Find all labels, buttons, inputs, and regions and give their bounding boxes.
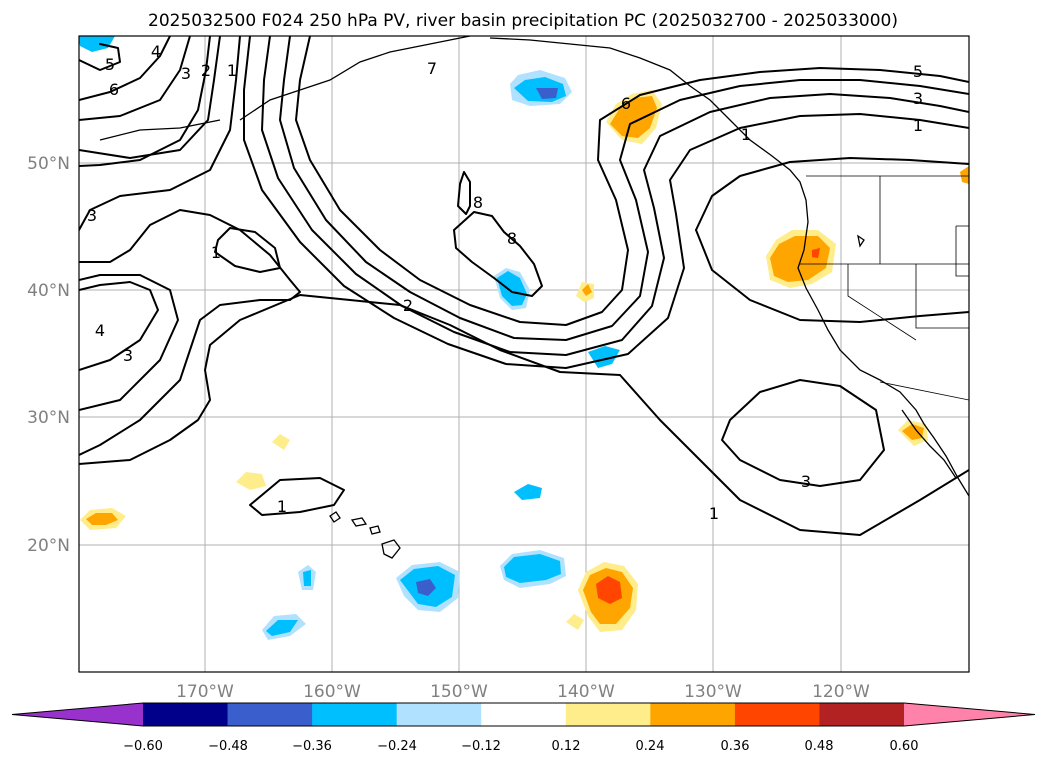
colorbar-segment: [396, 703, 482, 726]
colorbar-tick-label: 0.48: [805, 739, 834, 754]
colorbar-extend-low: [12, 703, 143, 726]
colorbar-segment: [481, 703, 567, 726]
lon-label: 140°W: [557, 682, 615, 702]
precip-neg-patch: [536, 88, 558, 99]
contour-label: 8: [507, 229, 517, 248]
contour-label: 6: [109, 80, 119, 99]
precip-pos-patch: [812, 248, 820, 258]
colorbar-segment: [734, 703, 820, 726]
precip-neg-patch: [303, 570, 311, 586]
lon-label: 150°W: [430, 682, 488, 702]
lat-label: 50°N: [27, 154, 70, 174]
contour-label: 6: [621, 94, 631, 113]
colorbar-segment: [143, 703, 229, 726]
precip-shading: [79, 36, 969, 640]
contour-label: 1: [277, 497, 287, 516]
colorbar-segment: [650, 703, 736, 726]
colorbar-tick-label: −0.12: [461, 739, 501, 754]
colorbar-tick-label: 0.12: [552, 739, 581, 754]
precip-pos-patch: [236, 472, 266, 490]
contour-label: 2: [201, 61, 211, 80]
contour-label: 1: [741, 125, 751, 144]
precip-pos-patch: [610, 96, 657, 138]
contour-label: 1: [913, 116, 923, 135]
precip-neg-patch: [588, 346, 620, 368]
coastlines: [99, 36, 969, 497]
precip-pos-patch: [902, 424, 924, 440]
precip-neg-patch: [79, 36, 115, 52]
lon-axis-labels: 170°W 160°W 150°W 140°W 130°W 120°W: [176, 682, 870, 702]
colorbar-tick-label: 0.60: [890, 739, 919, 754]
contour-label: 5: [105, 55, 115, 74]
precip-neg-patch: [266, 620, 298, 636]
contour-label: 3: [87, 206, 97, 225]
precip-neg-patch: [504, 554, 561, 583]
colorbar-segment: [227, 703, 313, 726]
precip-neg-patch: [416, 579, 436, 596]
colorbar-segment: [819, 703, 905, 726]
colorbar-extend-high: [904, 703, 1035, 726]
colorbar-tick-label: −0.60: [123, 739, 163, 754]
contour-label: 4: [95, 321, 105, 340]
precip-pos-patch: [272, 434, 290, 450]
contour-label: 3: [913, 89, 923, 108]
precip-neg-patch: [497, 271, 527, 306]
colorbar-tick-label: 0.36: [721, 739, 750, 754]
lon-label: 120°W: [812, 682, 870, 702]
contour-label: 3: [801, 472, 811, 491]
hawaiian-islands: [329, 511, 401, 559]
lat-axis-labels: 50°N 40°N 30°N 20°N: [27, 154, 70, 556]
pv-contours: [79, 36, 969, 536]
colorbar-ticks: −0.60 −0.48 −0.36 −0.24 −0.12 0.12 0.24 …: [123, 739, 918, 754]
contour-label: 1: [709, 504, 719, 523]
colorbar-tick-label: 0.24: [636, 739, 665, 754]
pv-contour-labels: 5 4 3 2 1 6 7 8 8 1 2 3 3 4 1 3 1 6 5 3 …: [87, 42, 923, 523]
contour-label: 1: [227, 61, 237, 80]
colorbar-outline: [11, 702, 1036, 727]
gridlines: [79, 36, 969, 672]
precip-pos-patch: [86, 513, 118, 525]
colorbar-segment: [565, 703, 651, 726]
colorbar-segment: [312, 703, 398, 726]
contour-label: 4: [151, 42, 161, 61]
lat-label: 30°N: [27, 408, 70, 428]
map-frame: [78, 35, 970, 673]
precip-neg-patch: [514, 484, 542, 500]
contour-label: 8: [473, 193, 483, 212]
contour-label: 2: [403, 296, 413, 315]
contour-label: 1: [211, 243, 221, 262]
precip-pos-patch: [960, 166, 969, 184]
lon-label: 170°W: [176, 682, 234, 702]
colorbar: [11, 702, 1036, 727]
lon-label: 160°W: [303, 682, 361, 702]
contour-label: 3: [181, 64, 191, 83]
contour-label: 3: [123, 346, 133, 365]
lon-label: 130°W: [684, 682, 742, 702]
precip-pos-patch: [770, 236, 830, 282]
colorbar-tick-label: −0.36: [292, 739, 332, 754]
colorbar-tick-label: −0.24: [377, 739, 417, 754]
figure-title: 2025032500 F024 250 hPa PV, river basin …: [148, 11, 898, 31]
map-area: 5 4 3 2 1 6 7 8 8 1 2 3 3 4 1 3 1 6 5 3 …: [79, 36, 969, 672]
lat-label: 20°N: [27, 536, 70, 556]
borders: [800, 175, 969, 401]
contour-label: 5: [913, 62, 923, 81]
precip-pos-patch: [582, 284, 592, 296]
precip-pos-patch: [596, 576, 622, 604]
colorbar-tick-label: −0.48: [208, 739, 248, 754]
lat-label: 40°N: [27, 281, 70, 301]
precip-pos-patch: [566, 614, 584, 630]
contour-label: 7: [427, 59, 437, 78]
